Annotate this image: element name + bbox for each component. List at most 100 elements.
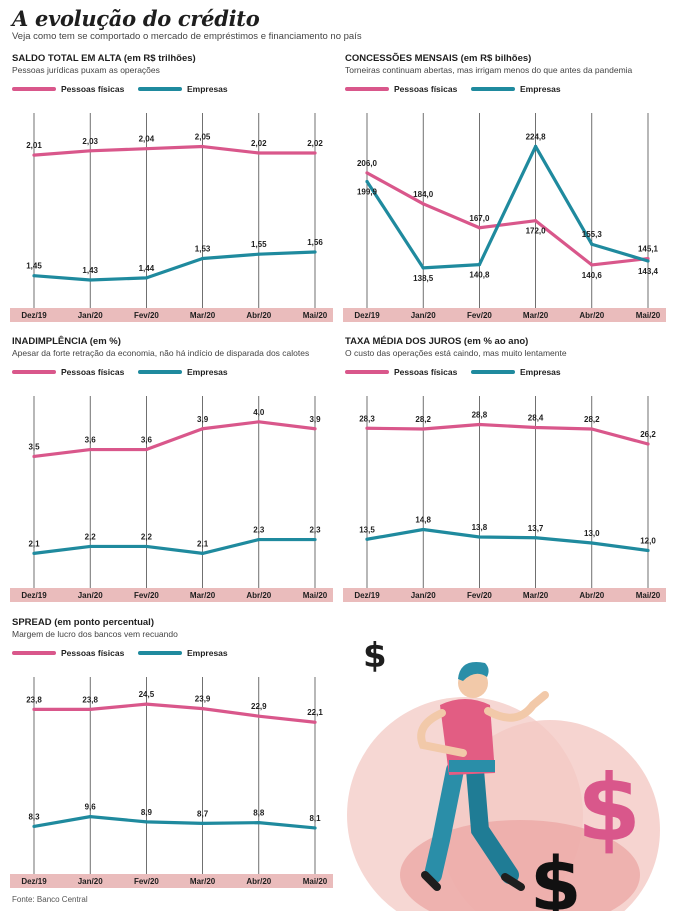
data-point [646,259,650,263]
x-tick-label: Abr/20 [579,591,604,600]
x-axis-band [10,874,333,888]
data-label: 1,45 [26,262,42,271]
legend-entry: Pessoas físicas [12,367,125,377]
dollar-sign-icon: $ [530,842,582,911]
data-label: 1,44 [139,264,155,273]
x-tick-label: Fev/20 [467,311,492,320]
data-label: 13,0 [584,529,600,538]
chart-subtitle: Margem de lucro dos bancos vem recuando [12,629,178,639]
legend-label: Pessoas físicas [61,648,125,658]
data-point [257,252,261,256]
x-tick-label: Mar/20 [523,311,549,320]
data-label: 206,0 [357,159,378,168]
data-point [534,144,538,148]
chart-saldo-total: SALDO TOTAL EM ALTA (em R$ trilhões) Pess… [10,50,335,328]
x-tick-label: Mar/20 [190,591,216,600]
x-tick-label: Dez/19 [354,591,380,600]
data-point [257,821,261,825]
data-point [257,714,261,718]
legend-label: Pessoas físicas [61,84,125,94]
chart-svg: INADIMPLÊNCIA (em %)Apesar da forte retr… [10,335,333,602]
chart-title: TAXA MÉDIA DOS JUROS (em % ao ano) [345,336,528,347]
x-tick-label: Dez/19 [21,311,47,320]
data-label: 23,8 [26,695,42,704]
data-label: 2,1 [197,539,209,548]
data-label: 28,8 [472,411,488,420]
legend-entry: Pessoas físicas [12,84,125,94]
data-point [313,826,317,830]
data-label: 2,03 [82,137,98,146]
chart-spread: SPREAD (em ponto percentual) Margem de lu… [10,614,335,894]
x-tick-label: Jan/20 [411,591,436,600]
chart-concessoes-mensais: CONCESSÕES MENSAIS (em R$ bilhões) Tornei… [343,50,668,328]
data-point [313,250,317,254]
data-label: 3,9 [309,415,321,424]
data-label: 2,2 [85,532,97,541]
x-tick-label: Jan/20 [78,311,103,320]
data-label: 2,02 [251,139,267,148]
chart-subtitle: Torneiras continuam abertas, mas irrigam… [345,65,633,75]
data-point [88,707,92,711]
data-point [201,821,205,826]
data-label: 8,7 [197,809,209,818]
data-point [257,537,261,542]
data-label: 143,4 [638,267,659,276]
x-tick-label: Mai/20 [303,311,328,320]
data-label: 14,8 [415,516,431,525]
data-point [201,707,205,711]
legend-label: Pessoas físicas [394,367,458,377]
x-tick-label: Mar/20 [523,591,549,600]
legend-entry: Empresas [471,84,561,94]
data-point [257,420,261,424]
data-point [365,537,369,541]
data-label: 13,8 [472,523,488,532]
data-label: 3,6 [85,436,97,445]
chart-svg: CONCESSÕES MENSAIS (em R$ bilhões)Tornei… [343,53,666,322]
data-point [646,442,650,446]
data-label: 26,2 [640,430,656,439]
data-point [313,427,317,431]
series-line [33,420,316,459]
data-point [201,256,205,261]
data-point [144,820,148,824]
data-point [421,266,425,270]
data-label: 199,9 [357,187,378,196]
data-point [421,527,425,532]
data-label: 23,9 [195,695,211,704]
data-label: 2,04 [139,135,155,144]
legend-entry: Empresas [138,367,228,377]
data-point [88,447,92,452]
chart-title: SALDO TOTAL EM ALTA (em R$ trilhões) [12,53,196,64]
data-label: 22,1 [307,708,323,717]
data-label: 3,6 [141,436,153,445]
data-label: 12,0 [640,537,656,546]
data-point [477,226,481,230]
data-point [646,548,650,553]
legend-entry: Empresas [138,84,228,94]
x-tick-label: Abr/20 [579,311,604,320]
data-point [313,537,317,542]
data-label: 1,53 [195,244,211,253]
credit-illustration: $ $ $ [345,625,675,911]
data-point [88,544,92,549]
data-label: 1,55 [251,240,267,249]
x-tick-label: Mai/20 [303,877,328,886]
data-point [144,147,148,151]
legend-label: Empresas [187,367,228,377]
chart-subtitle: O custo das operações está caindo, mas m… [345,348,567,358]
chart-title: INADIMPLÊNCIA (em %) [12,335,121,347]
floor-shadow [400,820,640,911]
dollar-sign-icon: $ [363,636,387,676]
data-label: 13,7 [528,524,544,533]
series-line [33,250,316,282]
data-label: 2,2 [141,532,153,541]
data-label: 4,0 [253,408,265,417]
data-label: 138,5 [413,274,434,283]
data-label: 28,2 [415,415,431,424]
x-tick-label: Mar/20 [190,877,216,886]
x-tick-label: Dez/19 [21,877,47,886]
x-tick-label: Mai/20 [636,591,661,600]
data-point [201,427,205,431]
x-tick-label: Jan/20 [78,877,103,886]
data-label: 155,3 [582,230,603,239]
